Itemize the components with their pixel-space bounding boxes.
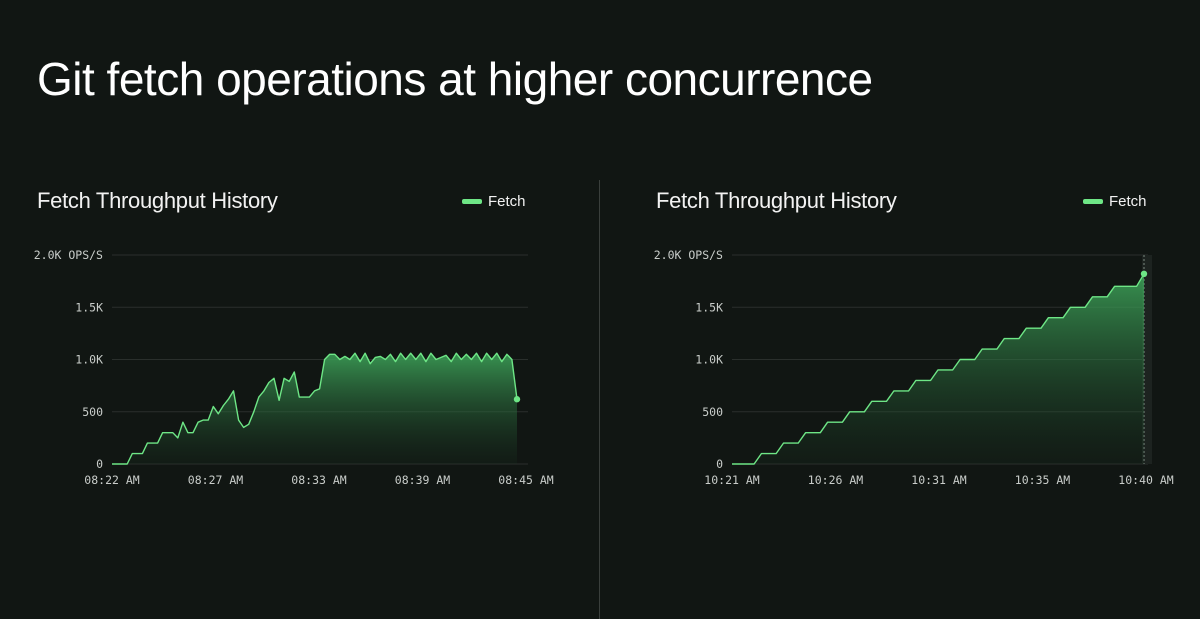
x-tick-label: 10:35 AM [1015, 473, 1070, 487]
x-tick-label: 10:40 AM [1118, 473, 1173, 487]
series-area-fetch [732, 273, 1144, 464]
x-tick-label: 08:39 AM [395, 473, 450, 487]
hover-column [1142, 255, 1152, 464]
legend-label: Fetch [488, 193, 526, 210]
chart-title: Fetch Throughput History [37, 188, 278, 213]
x-tick-label: 10:26 AM [808, 473, 863, 487]
panel-divider [599, 180, 600, 619]
y-tick-label: 1.0K [75, 353, 103, 367]
y-tick-label: 1.5K [695, 300, 723, 314]
series-line-fetch [732, 273, 1145, 465]
y-tick-label: 2.0K OPS/S [34, 248, 103, 262]
x-tick-label: 08:27 AM [188, 473, 243, 487]
x-tick-label: 10:31 AM [911, 473, 966, 487]
legend-label: Fetch [1109, 193, 1147, 210]
last-point-marker[interactable] [513, 396, 521, 403]
last-point-marker[interactable] [1140, 270, 1148, 278]
throughput-chart: 0 500 1.0K 1.5K 2.0K OPS/S 08:22 AM 08:27 AM 08… [34, 248, 554, 487]
y-tick-label: 1.0K [695, 353, 723, 367]
chart-panel-left: Fetch Throughput History Fetch 0 500 1.0K 1… [0, 180, 580, 510]
x-tick-label: 08:33 AM [291, 473, 346, 487]
page-title: Git fetch operations at higher concurren… [37, 53, 873, 105]
y-tick-label: 500 [82, 405, 103, 419]
series-area-fetch [112, 353, 517, 464]
x-tick-label: 10:21 AM [704, 473, 759, 487]
y-tick-label: 0 [96, 457, 103, 471]
y-tick-label: 0 [716, 457, 723, 471]
x-tick-label: 08:22 AM [84, 473, 139, 487]
chart-legend[interactable]: Fetch [1083, 193, 1147, 210]
y-tick-label: 500 [702, 405, 723, 419]
y-tick-label: 1.5K [75, 300, 103, 314]
series-line-fetch [112, 352, 518, 465]
legend-swatch [462, 199, 482, 204]
chart-title: Fetch Throughput History [656, 188, 897, 213]
y-tick-label: 2.0K OPS/S [654, 248, 723, 262]
chart-panel-right: Fetch Throughput History Fetch 0 500 1.0K 1… [620, 180, 1200, 510]
chart-legend[interactable]: Fetch [462, 193, 526, 210]
throughput-chart: 0 500 1.0K 1.5K 2.0K OPS/S 10:21 AM 10:26 AM 10… [654, 248, 1174, 487]
legend-swatch [1083, 199, 1103, 204]
x-tick-label: 08:45 AM [498, 473, 553, 487]
